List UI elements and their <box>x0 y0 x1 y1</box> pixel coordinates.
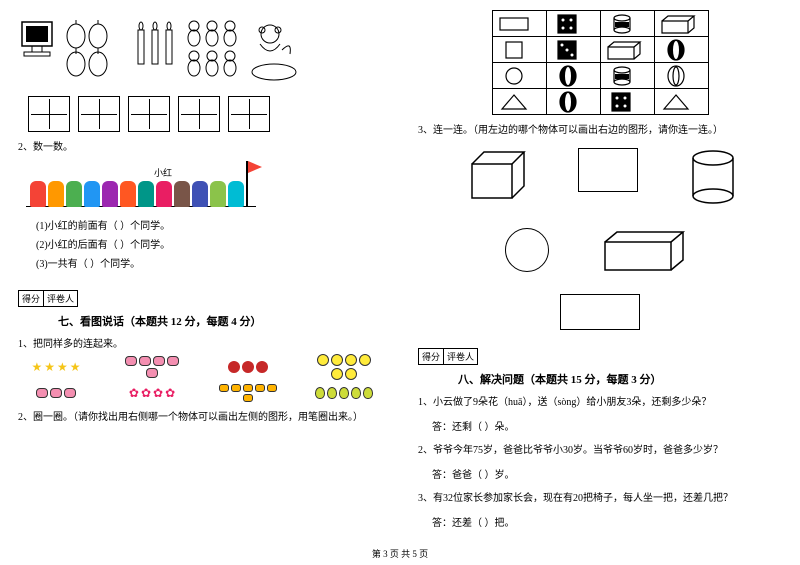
shape-cell-oval-open <box>654 63 708 89</box>
grader-label: 评卷人 <box>444 349 477 364</box>
match-group-apple <box>218 354 278 380</box>
match-row-bottom: ✿✿✿✿ <box>26 384 374 402</box>
problem-1: 1、小云做了9朵花（huā），送（sòng）给小朋友3朵，还剩多少朵？ <box>418 393 782 408</box>
kid-figure <box>228 181 244 207</box>
counting-boxes <box>28 96 382 132</box>
match-group-pig <box>122 354 182 380</box>
kid-figure <box>174 181 190 207</box>
kid-figure <box>48 181 64 207</box>
count-box[interactable] <box>128 96 170 132</box>
q3-label: 3、连一连。（用左边的哪个物体可以画出右边的图形，请你连一连。） <box>418 121 782 136</box>
kid-figure <box>192 181 208 207</box>
shape-cell-dice2 <box>546 37 600 63</box>
shape-cell-oval-solid <box>654 37 708 63</box>
match-group-star: ★★★★ <box>26 354 86 380</box>
cylinder-icon <box>688 148 738 208</box>
table-row <box>492 89 708 115</box>
shape-cell-dice <box>546 11 600 37</box>
count-box[interactable] <box>28 96 70 132</box>
answer-1: 答：还剩（ ）朵。 <box>432 418 782 433</box>
count-box[interactable] <box>78 96 120 132</box>
kid-figure <box>138 181 154 207</box>
grader-label: 评卷人 <box>44 291 77 306</box>
shape-cell-circle <box>492 63 546 89</box>
left-column: 2、数一数。 小红 (1)小红的前面有（ ）个同学。 (2)小红的后面有（ ）个… <box>0 0 400 540</box>
count-box[interactable] <box>228 96 270 132</box>
section-8-title: 八、解决问题（本题共 15 分，每题 3 分） <box>458 371 782 387</box>
right-column: 3、连一连。（用左边的哪个物体可以画出右边的图形，请你连一连。） 得分 评卷人 … <box>400 0 800 540</box>
score-box: 得分 评卷人 <box>418 348 478 365</box>
score-box: 得分 评卷人 <box>18 290 78 307</box>
kid-figure <box>84 181 100 207</box>
kid-figure <box>66 181 82 207</box>
cuboid-icon <box>599 228 695 274</box>
page-footer: 第 3 页 共 5 页 <box>0 547 800 560</box>
kid-figure <box>210 181 226 207</box>
table-row <box>492 11 708 37</box>
shape-cell-cuboid2 <box>600 37 654 63</box>
shape-cell-rect <box>492 11 546 37</box>
shape-cell-can <box>600 11 654 37</box>
worksheet-page: 2、数一数。 小红 (1)小红的前面有（ ）个同学。 (2)小红的后面有（ ）个… <box>0 0 800 540</box>
count-box[interactable] <box>178 96 220 132</box>
match-group-pear <box>314 384 374 402</box>
score-label: 得分 <box>19 291 44 306</box>
match-group-pig <box>26 384 86 402</box>
shape-cell-triangle2 <box>654 89 708 115</box>
match-shapes-area <box>448 148 752 330</box>
score-label: 得分 <box>419 349 444 364</box>
shape-cell-oval-solid <box>546 89 600 115</box>
square-icon <box>578 148 638 192</box>
shape-cell-can <box>600 63 654 89</box>
match-row-top: ★★★★ <box>26 354 374 380</box>
circle-icon <box>505 228 549 272</box>
xiaohong-label: 小红 <box>154 166 172 179</box>
section-7-title: 七、看图说话（本题共 12 分，每题 4 分） <box>58 313 382 329</box>
flag-pole <box>246 161 248 207</box>
q2-label: 2、数一数。 <box>18 138 382 153</box>
table-row <box>492 63 708 89</box>
shape-cell-triangle <box>492 89 546 115</box>
shape-cell-oval-solid <box>546 63 600 89</box>
top-illustration <box>18 14 338 92</box>
kid-figure <box>156 181 172 207</box>
q7-2-label: 2、圈一圈。（请你找出用右侧哪一个物体可以画出左侧的图形，用笔圈出来。） <box>18 408 382 423</box>
fill-line-3: (3)一共有（ ）个同学。 <box>36 255 382 270</box>
problem-3: 3、有32位家长参加家长会，现在有20把椅子，每人坐一把，还差几把？ <box>418 489 782 504</box>
kids-illustration: 小红 <box>26 157 382 213</box>
kid-figure <box>120 181 136 207</box>
cube-icon <box>462 148 528 204</box>
shape-cell-cuboid <box>654 11 708 37</box>
rectangle-icon <box>560 294 640 330</box>
answer-2: 答：爸爸（ ）岁。 <box>432 466 782 481</box>
kid-figure <box>102 181 118 207</box>
match-group-smiley <box>314 354 374 380</box>
shapes-table <box>492 10 709 115</box>
answer-3: 答：还差（ ）把。 <box>432 514 782 529</box>
shape-cell-square <box>492 37 546 63</box>
shape-cell-dice <box>600 89 654 115</box>
match-group-bee <box>218 384 278 402</box>
fill-line-2: (2)小红的后面有（ ）个同学。 <box>36 236 382 251</box>
problem-2: 2、爷爷今年75岁，爸爸比爷爷小30岁。当爷爷60岁时，爸爸多少岁？ <box>418 441 782 456</box>
table-row <box>492 37 708 63</box>
kid-figure <box>30 181 46 207</box>
match-group-flower: ✿✿✿✿ <box>122 384 182 402</box>
fill-line-1: (1)小红的前面有（ ）个同学。 <box>36 217 382 232</box>
flag-icon <box>248 161 262 173</box>
q7-1-label: 1、把同样多的连起来。 <box>18 335 382 350</box>
